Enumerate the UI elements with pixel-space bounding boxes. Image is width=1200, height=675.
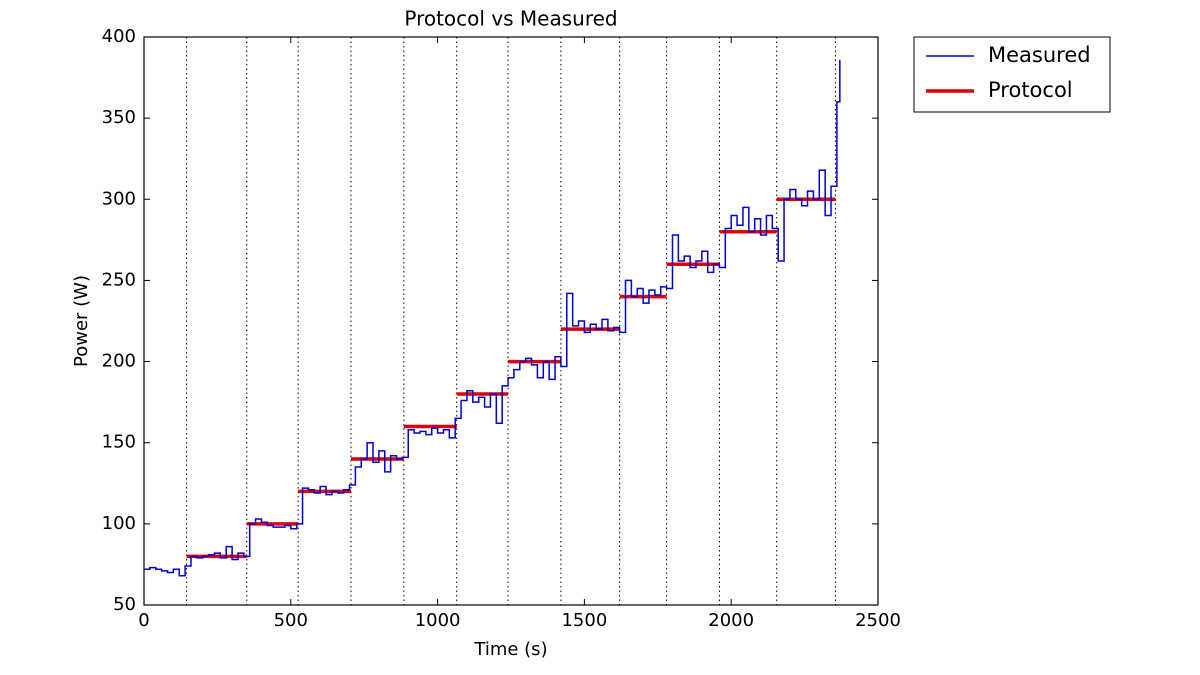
y-tick-label: 200 (102, 351, 136, 372)
y-axis-label: Power (W) (71, 275, 92, 367)
legend-label: Measured (988, 43, 1091, 67)
x-tick-label: 2000 (708, 610, 754, 631)
x-tick-label: 500 (274, 610, 308, 631)
y-tick-label: 250 (102, 269, 136, 290)
chart-title: Protocol vs Measured (404, 7, 617, 31)
x-axis-label: Time (s) (473, 639, 547, 660)
y-tick-label: 150 (102, 432, 136, 453)
measured-line (144, 59, 841, 577)
y-tick-label: 350 (102, 107, 136, 128)
legend-label: Protocol (988, 78, 1073, 102)
y-tick-label: 300 (102, 188, 136, 209)
y-tick-label: 50 (113, 594, 136, 615)
x-tick-label: 0 (138, 610, 149, 631)
plot-frame (143, 36, 879, 606)
x-tick-label: 2500 (855, 610, 901, 631)
x-tick-label: 1500 (561, 610, 607, 631)
y-tick-label: 400 (102, 26, 136, 47)
legend-box (913, 36, 1111, 113)
y-tick-label: 100 (102, 513, 136, 534)
x-tick-label: 1000 (415, 610, 461, 631)
